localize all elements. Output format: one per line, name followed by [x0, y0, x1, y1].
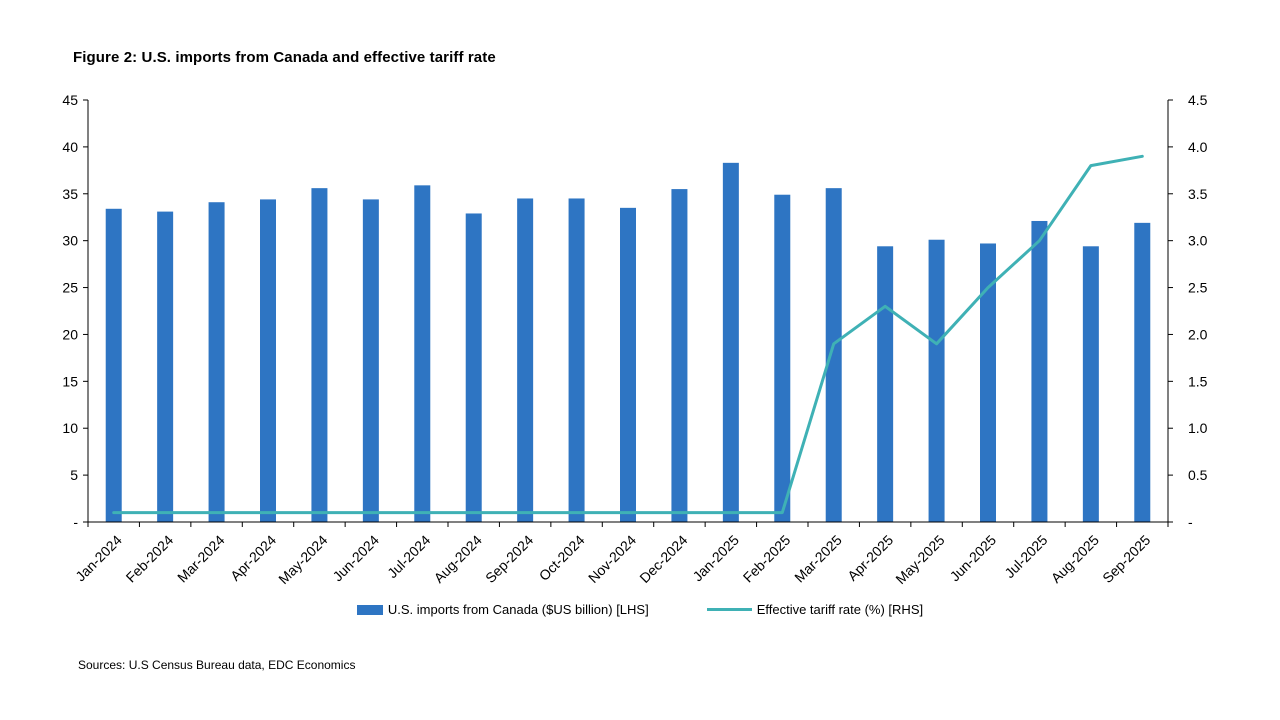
legend-bar-label: U.S. imports from Canada ($US billion) […: [387, 602, 649, 617]
tariff-rate-line: [112, 154, 1144, 515]
right-tick-label: 4.5: [1188, 92, 1208, 108]
chart-plot-area: - 5 10 15 20 25 30 35 40 45 - 0.5 1.0 1.5 2.0 2.5 3.0 3.5…: [62, 92, 1208, 587]
bar-Apr-2024: [260, 199, 276, 522]
right-tick-label: -: [1188, 514, 1193, 530]
left-tick-label: -: [73, 514, 78, 530]
right-tick-label: 1.0: [1188, 420, 1208, 436]
x-category-label: May-2025: [892, 532, 947, 587]
x-category-label: Jun-2025: [947, 532, 1000, 585]
x-category-label: Mar-2025: [791, 532, 845, 586]
bar-Sep-2025: [1134, 222, 1151, 523]
left-tick-label: 15: [62, 373, 78, 389]
left-tick-label: 35: [62, 186, 78, 202]
x-category-label: Aug-2024: [431, 532, 485, 586]
x-category-label: Jul-2024: [384, 532, 433, 581]
right-tick-label: 0.5: [1188, 467, 1208, 483]
bar-Feb-2024: [157, 211, 174, 522]
x-category-label: Sep-2024: [482, 532, 536, 586]
line-series-swatch: [706, 608, 752, 611]
x-category-label: Jun-2024: [329, 532, 382, 585]
x-category-label: Dec-2024: [636, 532, 690, 586]
right-tick-label: 3.0: [1188, 233, 1208, 249]
x-category-label: Feb-2025: [740, 532, 794, 586]
right-tick-label: 3.5: [1188, 186, 1208, 202]
bar-May-2024: [311, 188, 328, 522]
left-tick-label: 45: [62, 92, 78, 108]
x-category-label: Apr-2025: [844, 532, 896, 584]
legend-item-tariff: Effective tariff rate (%) [RHS]: [706, 602, 924, 617]
x-category-label: Jan-2025: [689, 532, 742, 585]
x-category-label: Feb-2024: [123, 532, 177, 586]
bar-series-swatch: [356, 604, 383, 615]
bar-Jan-2025: [722, 162, 739, 522]
left-tick-label: 10: [62, 420, 78, 436]
bar-Nov-2024: [620, 207, 636, 522]
left-tick-label: 40: [62, 139, 78, 155]
bar-Jul-2025: [1031, 220, 1048, 522]
bar-Dec-2024: [671, 189, 688, 523]
x-category-label: Jan-2024: [72, 532, 125, 585]
left-tick-label: 20: [62, 326, 78, 342]
source-note: Sources: U.S Census Bureau data, EDC Eco…: [78, 658, 356, 672]
bar-Jun-2024: [362, 199, 379, 522]
bar-Aug-2025: [1082, 246, 1099, 522]
right-tick-label: 4.0: [1188, 139, 1208, 155]
left-tick-label: 30: [62, 233, 78, 249]
x-category-label: Oct-2024: [536, 532, 588, 584]
bar-Jan-2024: [105, 208, 122, 522]
x-category-label: Apr-2024: [227, 532, 279, 584]
right-tick-label: 1.5: [1188, 373, 1208, 389]
x-category-label: Sep-2025: [1099, 532, 1153, 586]
chart-legend: U.S. imports from Canada ($US billion) […: [0, 602, 1280, 617]
bar-Oct-2024: [568, 198, 585, 522]
x-category-label: May-2024: [275, 532, 330, 587]
legend-item-imports: U.S. imports from Canada ($US billion) […: [356, 602, 649, 617]
bar-Jul-2024: [414, 185, 431, 523]
bar-Mar-2024: [208, 202, 225, 522]
left-tick-label: 5: [70, 467, 78, 483]
bar-Feb-2025: [774, 194, 791, 522]
x-category-label: Mar-2024: [174, 532, 228, 586]
x-category-label: Aug-2025: [1048, 532, 1102, 586]
bar-Mar-2025: [825, 188, 842, 522]
x-category-label: Jul-2025: [1001, 532, 1050, 581]
chart-title: Figure 2: U.S. imports from Canada and e…: [73, 49, 496, 66]
right-tick-label: 2.5: [1188, 280, 1208, 296]
x-category-label: Nov-2024: [585, 532, 639, 586]
bar-May-2025: [928, 239, 945, 522]
bar-Aug-2024: [465, 213, 482, 522]
bar-Jun-2025: [980, 243, 996, 523]
left-tick-label: 25: [62, 280, 78, 296]
bar-Sep-2024: [517, 198, 534, 522]
bar-Apr-2025: [877, 246, 894, 522]
legend-line-label: Effective tariff rate (%) [RHS]: [756, 602, 924, 617]
right-tick-label: 2.0: [1188, 326, 1208, 342]
